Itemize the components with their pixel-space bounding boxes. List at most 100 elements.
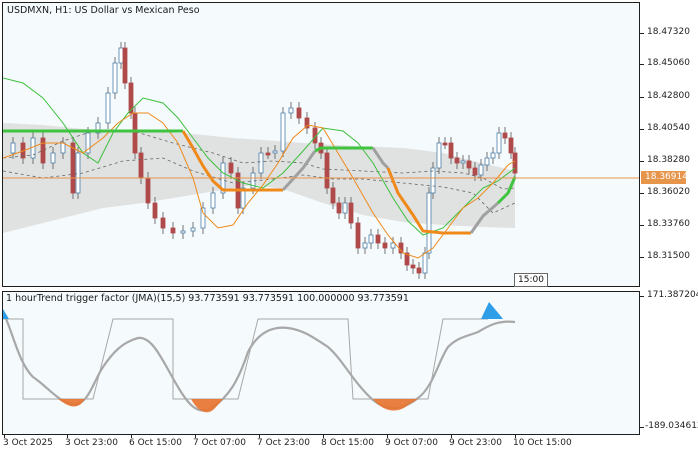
dip-fill-2 <box>191 399 223 413</box>
candle-body <box>85 132 91 154</box>
price-label: 18.40540 <box>647 123 690 133</box>
price-label: 18.45060 <box>647 58 690 68</box>
candle-body <box>160 217 166 229</box>
time-label: 3 Oct 2025 <box>3 438 53 448</box>
candle-body <box>60 142 66 154</box>
time-tick <box>131 435 132 438</box>
indicator-axis-bottom: -189.034612 <box>645 421 698 431</box>
indicator-panel[interactable]: 1 hourTrend trigger factor (JMA)(15,5) 9… <box>2 291 640 435</box>
candle-body <box>336 202 342 214</box>
candle-body <box>375 234 381 244</box>
candle-body <box>460 160 466 164</box>
green-thin-line <box>3 77 516 236</box>
candle-body <box>324 152 330 189</box>
candle-body <box>75 152 81 194</box>
price-tick <box>640 64 644 65</box>
candle-body <box>210 192 216 209</box>
candle-body <box>502 132 508 139</box>
candle-body <box>240 187 246 209</box>
time-label: 8 Oct 15:00 <box>321 438 374 448</box>
trend-line-orange-1 <box>181 130 283 192</box>
trend-line-green-2 <box>314 146 373 153</box>
price-tick <box>640 33 644 34</box>
candle-body <box>132 112 138 154</box>
candle-body <box>410 264 416 269</box>
candle-body <box>112 62 118 94</box>
time-label: 7 Oct 23:00 <box>257 438 310 448</box>
candle-body <box>200 207 206 229</box>
time-tick <box>387 435 388 438</box>
candle-body <box>466 160 472 169</box>
candle-body <box>430 167 436 194</box>
time-label: 10 Oct 15:00 <box>513 438 572 448</box>
peak-fill-2 <box>481 302 503 319</box>
candle-body <box>272 150 278 154</box>
time-tick <box>195 435 196 438</box>
candle-body <box>355 222 361 249</box>
dip-fill-3 <box>373 399 418 411</box>
price-chart-canvas[interactable] <box>3 3 639 286</box>
candle-body <box>70 142 76 194</box>
price-tick <box>640 257 644 258</box>
candle-body <box>382 242 388 249</box>
candle-body <box>40 137 46 164</box>
price-chart-panel[interactable]: USDMXN, H1: US Dollar vs Mexican Peso 15… <box>2 2 640 287</box>
candle-body <box>472 167 478 176</box>
candle-body <box>10 142 16 154</box>
current-price-badge: 18.36914 <box>641 171 688 184</box>
trend-line-gray-1 <box>281 150 317 192</box>
candle-body <box>416 267 422 274</box>
candle-body <box>330 187 336 204</box>
candle-body <box>390 242 396 249</box>
candle-body <box>512 152 518 174</box>
trend-line-orange-2 <box>386 167 471 235</box>
candle-body <box>304 117 310 129</box>
candle-body <box>478 164 484 176</box>
time-tick <box>515 435 516 438</box>
time-tick <box>67 435 68 438</box>
indicator-canvas[interactable] <box>3 292 639 434</box>
candle-body <box>128 82 134 114</box>
candle-body <box>288 107 294 114</box>
time-label: 3 Oct 23:00 <box>65 438 118 448</box>
candle-body <box>95 122 101 134</box>
candle-body <box>368 234 374 244</box>
trend-line-gray-2 <box>371 147 390 170</box>
price-tick <box>640 97 644 98</box>
indicator-axis-top: 171.387204 <box>647 290 698 300</box>
candle-body <box>442 142 448 146</box>
time-tag: 15:00 <box>514 273 548 287</box>
price-label: 18.36020 <box>647 187 690 197</box>
price-label: 18.47320 <box>647 27 690 37</box>
candle-body <box>362 242 368 249</box>
candle-body <box>280 112 286 152</box>
candle-body <box>422 252 428 274</box>
price-tick <box>640 193 644 194</box>
jma-curve <box>3 311 516 412</box>
time-tick <box>451 435 452 438</box>
price-tick <box>640 129 644 130</box>
price-label: 18.42800 <box>647 91 690 101</box>
indicator-tick <box>640 296 644 297</box>
candle-body <box>490 152 496 159</box>
candle-body <box>190 227 196 232</box>
candle-body <box>436 142 442 169</box>
candle-body <box>152 202 158 219</box>
candle-body <box>258 152 264 174</box>
candle-body <box>448 142 454 159</box>
indicator-tick <box>640 427 644 428</box>
price-label: 18.33760 <box>647 219 690 229</box>
chart-title: USDMXN, H1: US Dollar vs Mexican Peso <box>7 5 200 16</box>
candle-body <box>138 152 144 179</box>
trend-line-green-3 <box>496 176 517 205</box>
indicator-title: 1 hourTrend trigger factor (JMA)(15,5) 9… <box>6 293 409 304</box>
price-label: 18.38280 <box>647 155 690 165</box>
time-label: 9 Oct 23:00 <box>449 438 502 448</box>
time-tick <box>259 435 260 438</box>
time-label: 7 Oct 07:00 <box>193 438 246 448</box>
candle-body <box>180 230 186 234</box>
candle-body <box>50 152 56 164</box>
dip-fill-1 <box>58 399 85 407</box>
candle-body <box>484 157 490 166</box>
time-tick <box>323 435 324 438</box>
